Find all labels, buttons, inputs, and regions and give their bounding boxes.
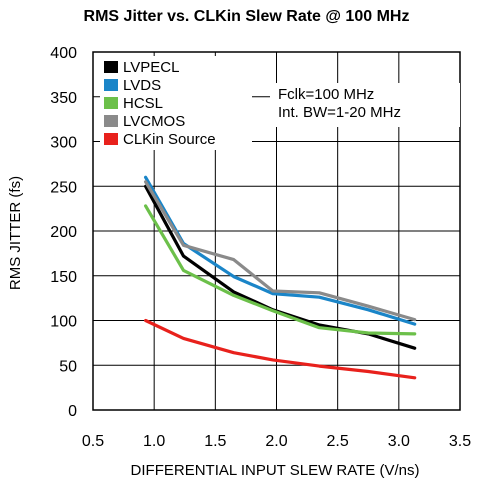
series-line-lvcmos [144, 180, 417, 322]
series-line-lvds [144, 175, 417, 326]
legend-label-hcsl: HCSL [123, 95, 163, 112]
x-tick-label: 1.0 [143, 433, 165, 450]
legend-swatch-lvcmos [104, 115, 118, 127]
y-tick-label: 300 [50, 135, 77, 152]
x-tick-label: 2.0 [265, 433, 287, 450]
annotation-line-1: Fclk=100 MHz [278, 86, 374, 103]
x-tick-label: 2.5 [327, 433, 349, 450]
y-tick-label: 250 [50, 179, 77, 196]
legend-label-lvcmos: LVCMOS [123, 113, 185, 130]
y-tick-label: 0 [68, 403, 77, 420]
annotation: Fclk=100 MHz Int. BW=1-20 MHz [270, 83, 460, 127]
series-line-clkin-source [144, 318, 417, 380]
y-tick-label: 50 [59, 358, 77, 375]
x-tick-label: 3.0 [388, 433, 410, 450]
x-tick-label: 3.5 [449, 433, 471, 450]
x-tick-label: 0.5 [82, 433, 104, 450]
plot-frame [92, 51, 461, 411]
legend-swatch-lvds [104, 79, 118, 91]
y-tick-label: 400 [50, 45, 77, 62]
legend-swatch-lvpecl [104, 61, 118, 73]
x-tick-label: 1.5 [204, 433, 226, 450]
series-line-lvpecl [144, 184, 417, 350]
legend-label-lvpecl: LVPECL [123, 59, 179, 76]
x-tick-labels: 0.5 1.0 1.5 2.0 2.5 3.0 3.5 [82, 433, 471, 450]
legend-swatch-clkin-source [104, 133, 118, 145]
annotation-box [270, 83, 460, 127]
y-tick-label: 200 [50, 224, 77, 241]
legend-box [100, 56, 252, 150]
y-axis-label: RMS JITTER (fs) [7, 176, 24, 290]
chart-title: RMS Jitter vs. CLKin Slew Rate @ 100 MHz [83, 8, 410, 25]
legend-swatch-hcsl [104, 97, 118, 109]
y-tick-label: 100 [50, 314, 77, 331]
series-lines [144, 175, 417, 380]
series-line-hcsl [144, 204, 417, 336]
y-tick-label: 350 [50, 90, 77, 107]
y-tick-label: 150 [50, 269, 77, 286]
legend-label-clkin-source: CLKin Source [123, 131, 216, 148]
y-tick-labels: 0 50 100 150 200 250 300 350 400 [50, 45, 77, 420]
annotation-line-2: Int. BW=1-20 MHz [278, 104, 401, 121]
legend-label-lvds: LVDS [123, 77, 161, 94]
x-axis-label: DIFFERENTIAL INPUT SLEW RATE (V/ns) [131, 462, 420, 479]
